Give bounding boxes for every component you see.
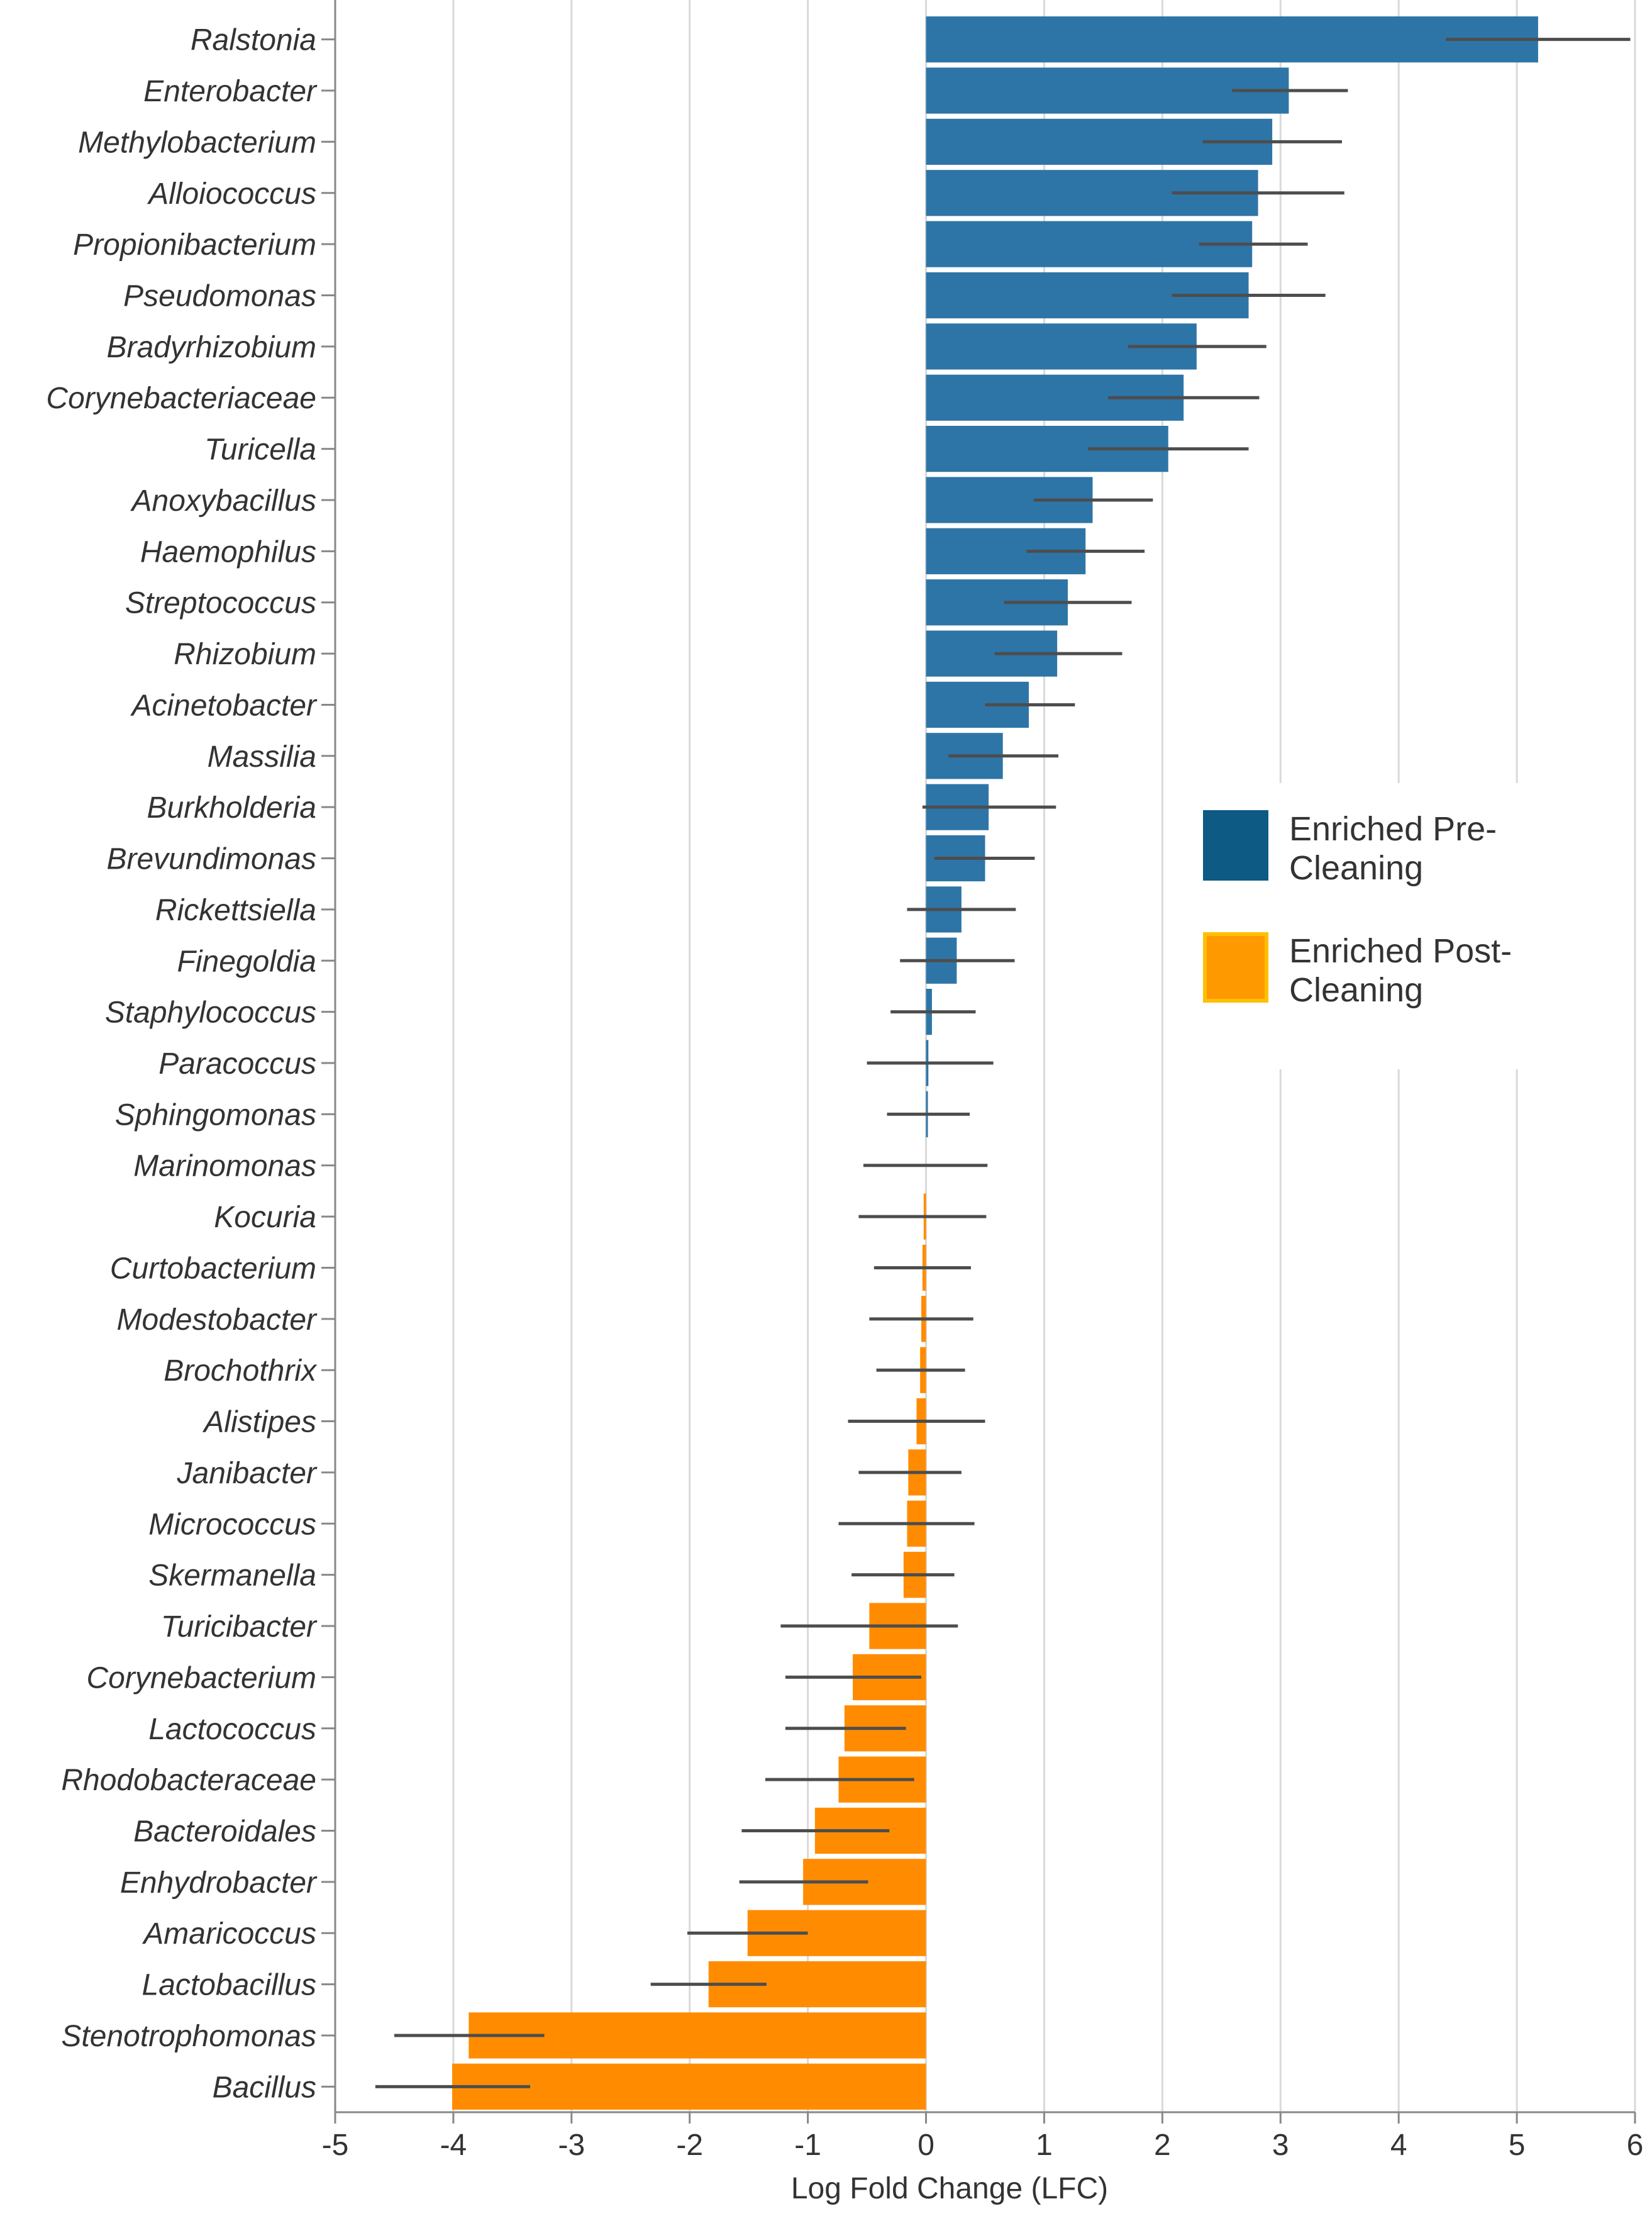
- category-label-lactobacillus: Lactobacillus: [142, 1969, 317, 2002]
- category-label-finegoldia: Finegoldia: [177, 945, 316, 978]
- x-tick-label-2: 2: [1154, 2129, 1171, 2162]
- category-label-enhydrobacter: Enhydrobacter: [120, 1866, 318, 1900]
- category-label-enterobacter: Enterobacter: [143, 75, 318, 108]
- legend-label-post-line-2: Cleaning: [1289, 971, 1423, 1009]
- legend-label-pre-line-1: Enriched Pre-: [1289, 810, 1497, 848]
- bar-ralstonia: [926, 16, 1538, 63]
- x-tick-label-1: 1: [1036, 2129, 1053, 2162]
- legend-swatch-pre: [1203, 810, 1268, 881]
- category-label-paracoccus: Paracoccus: [158, 1047, 316, 1081]
- bar-enterobacter: [926, 67, 1289, 114]
- category-label-marinomonas: Marinomonas: [133, 1150, 316, 1183]
- category-label-staphylococcus: Staphylococcus: [105, 996, 316, 1030]
- x-tick-label-0: 0: [917, 2129, 934, 2162]
- bar-stenotrophomonas: [468, 2012, 926, 2059]
- category-label-turicella: Turicella: [204, 433, 316, 467]
- category-label-corynebacteriaceae: Corynebacteriaceae: [46, 382, 316, 415]
- category-label-curtobacterium: Curtobacterium: [110, 1252, 316, 1285]
- category-label-rickettsiella: Rickettsiella: [155, 894, 316, 927]
- x-tick-label-3: 3: [1272, 2129, 1289, 2162]
- category-label-rhizobium: Rhizobium: [174, 638, 316, 671]
- bar-propionibacterium: [926, 221, 1253, 267]
- x-tick-label--5: -5: [322, 2129, 349, 2162]
- category-label-propionibacterium: Propionibacterium: [73, 228, 316, 262]
- category-label-bradyrhizobium: Bradyrhizobium: [107, 331, 316, 364]
- x-tick-label--1: -1: [794, 2129, 821, 2162]
- category-label-lactococcus: Lactococcus: [148, 1713, 316, 1746]
- category-label-kocuria: Kocuria: [214, 1201, 316, 1234]
- x-tick-label--4: -4: [440, 2129, 467, 2162]
- bars: [452, 16, 1538, 2110]
- legend-label-pre-line-2: Cleaning: [1289, 849, 1423, 887]
- category-label-sphingomonas: Sphingomonas: [115, 1098, 316, 1132]
- category-labels: Ralstonia Enterobacter Methylobacterium All…: [46, 24, 318, 2105]
- category-label-acinetobacter: Acinetobacter: [130, 689, 318, 722]
- category-label-pseudomonas: Pseudomonas: [123, 280, 316, 313]
- x-tick-label-4: 4: [1390, 2129, 1407, 2162]
- category-label-rhodobacteraceae: Rhodobacteraceae: [61, 1764, 316, 1797]
- category-label-stenotrophomonas: Stenotrophomonas: [61, 2020, 316, 2053]
- category-label-alloiococcus: Alloiococcus: [147, 177, 316, 211]
- category-label-burkholderia: Burkholderia: [147, 791, 316, 825]
- category-label-methylobacterium: Methylobacterium: [78, 126, 316, 159]
- category-label-janibacter: Janibacter: [177, 1457, 318, 1490]
- x-tick-label-6: 6: [1627, 2129, 1644, 2162]
- x-tick-label--3: -3: [558, 2129, 585, 2162]
- category-label-streptococcus: Streptococcus: [125, 587, 316, 620]
- category-label-corynebacterium: Corynebacterium: [87, 1661, 316, 1695]
- category-label-modestobacter: Modestobacter: [116, 1303, 318, 1337]
- category-label-brevundimonas: Brevundimonas: [106, 843, 316, 876]
- category-label-massilia: Massilia: [208, 740, 316, 774]
- legend-label-post-line-1: Enriched Post-: [1289, 932, 1512, 970]
- x-tick-label-5: 5: [1509, 2129, 1526, 2162]
- x-axis-title: Log Fold Change (LFC): [791, 2172, 1108, 2205]
- category-label-bacillus: Bacillus: [213, 2071, 316, 2104]
- category-label-ralstonia: Ralstonia: [191, 24, 316, 57]
- category-label-brochothrix: Brochothrix: [164, 1354, 318, 1388]
- error-bars: [375, 38, 1631, 2088]
- category-label-micrococcus: Micrococcus: [148, 1508, 316, 1541]
- category-label-haemophilus: Haemophilus: [140, 535, 316, 569]
- category-label-turicibacter: Turicibacter: [161, 1610, 318, 1644]
- category-label-alistipes: Alistipes: [202, 1406, 316, 1439]
- bar-bacillus: [452, 2063, 926, 2110]
- category-label-bacteroidales: Bacteroidales: [133, 1815, 316, 1848]
- legend-swatch-post: [1203, 932, 1268, 1003]
- category-label-anoxybacillus: Anoxybacillus: [130, 484, 316, 518]
- category-label-skermanella: Skermanella: [148, 1559, 316, 1593]
- axes: -5 -4 -3 -2 -1 0 1 2 3 4 5 6: [321, 0, 1643, 2162]
- category-label-amaricoccus: Amaricoccus: [141, 1917, 316, 1951]
- x-tick-label--2: -2: [676, 2129, 703, 2162]
